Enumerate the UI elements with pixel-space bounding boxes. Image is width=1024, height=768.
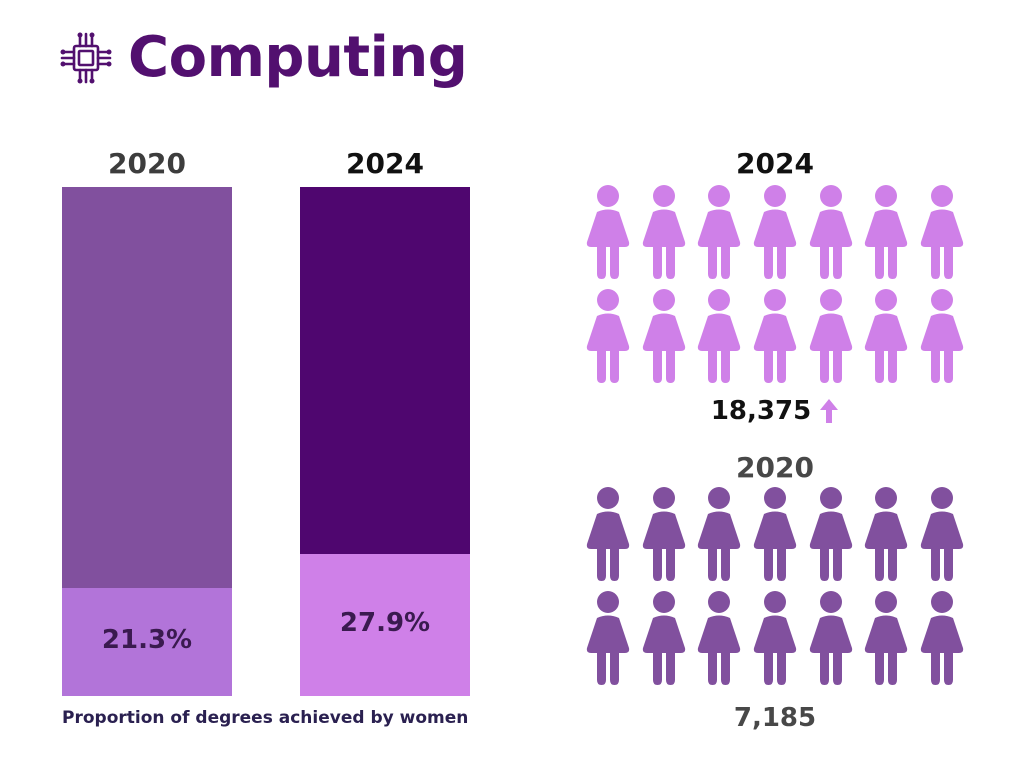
bar-2020-value-label: 21.3% bbox=[101, 625, 193, 655]
pictogram-row bbox=[580, 184, 970, 280]
woman-icon bbox=[753, 185, 797, 279]
woman-icon bbox=[865, 185, 908, 279]
woman-icon bbox=[920, 591, 964, 685]
pictogram-2024 bbox=[580, 184, 970, 384]
bar-year-label-2020: 2020 bbox=[108, 147, 186, 180]
pictogram-year-label-2024: 2024 bbox=[736, 147, 814, 180]
bar-2020: 21.3% bbox=[62, 187, 232, 696]
pictogram-row bbox=[580, 288, 970, 384]
woman-icon bbox=[809, 487, 852, 581]
pictogram-2020 bbox=[580, 486, 970, 686]
woman-icon bbox=[698, 185, 741, 279]
woman-icon bbox=[642, 487, 685, 581]
bar-2024-value-label: 27.9% bbox=[339, 608, 431, 638]
woman-icon bbox=[809, 185, 852, 279]
bar-2020-women-segment bbox=[62, 588, 232, 696]
bar-2020-remainder bbox=[62, 187, 232, 588]
woman-icon bbox=[865, 487, 908, 581]
woman-icon bbox=[642, 289, 685, 383]
woman-icon bbox=[809, 591, 852, 685]
pictogram-year-label-2020: 2020 bbox=[736, 451, 814, 484]
bar-2024: 27.9% bbox=[300, 187, 470, 696]
page-title: Computing bbox=[128, 25, 468, 90]
woman-icon bbox=[753, 487, 797, 581]
pictogram-row bbox=[580, 590, 970, 686]
woman-icon bbox=[586, 487, 630, 581]
woman-icon bbox=[865, 591, 908, 685]
bar-2024-women-segment bbox=[300, 554, 470, 696]
pictogram-2020-value: 7,185 bbox=[733, 703, 817, 733]
woman-icon bbox=[642, 185, 685, 279]
woman-icon bbox=[586, 591, 630, 685]
woman-icon bbox=[753, 289, 797, 383]
woman-icon bbox=[920, 487, 964, 581]
page-header: Computing bbox=[58, 25, 468, 90]
woman-icon bbox=[753, 591, 797, 685]
pictogram-2024-value: 18,375 bbox=[710, 396, 812, 426]
woman-icon bbox=[698, 591, 741, 685]
woman-icon bbox=[698, 487, 741, 581]
woman-icon bbox=[586, 289, 630, 383]
bar-year-label-2024: 2024 bbox=[346, 147, 424, 180]
bar-chart-caption: Proportion of degrees achieved by women bbox=[62, 708, 469, 728]
woman-icon bbox=[920, 289, 964, 383]
pictogram-row bbox=[580, 486, 970, 582]
up-arrow-icon bbox=[820, 399, 839, 423]
woman-icon bbox=[642, 591, 685, 685]
woman-icon bbox=[698, 289, 741, 383]
pictogram-2024-count: 18,375 bbox=[580, 396, 970, 426]
bar-2024-remainder bbox=[300, 187, 470, 554]
woman-icon bbox=[809, 289, 852, 383]
woman-icon bbox=[920, 185, 964, 279]
circuit-chip-icon bbox=[60, 32, 112, 84]
woman-icon bbox=[865, 289, 908, 383]
woman-icon bbox=[586, 185, 630, 279]
